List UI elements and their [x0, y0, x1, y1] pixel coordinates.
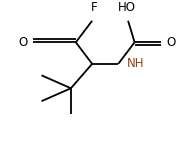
Text: NH: NH [126, 57, 144, 70]
Text: O: O [166, 36, 176, 49]
Text: O: O [18, 36, 28, 49]
Text: HO: HO [117, 1, 136, 14]
Text: F: F [90, 1, 97, 14]
